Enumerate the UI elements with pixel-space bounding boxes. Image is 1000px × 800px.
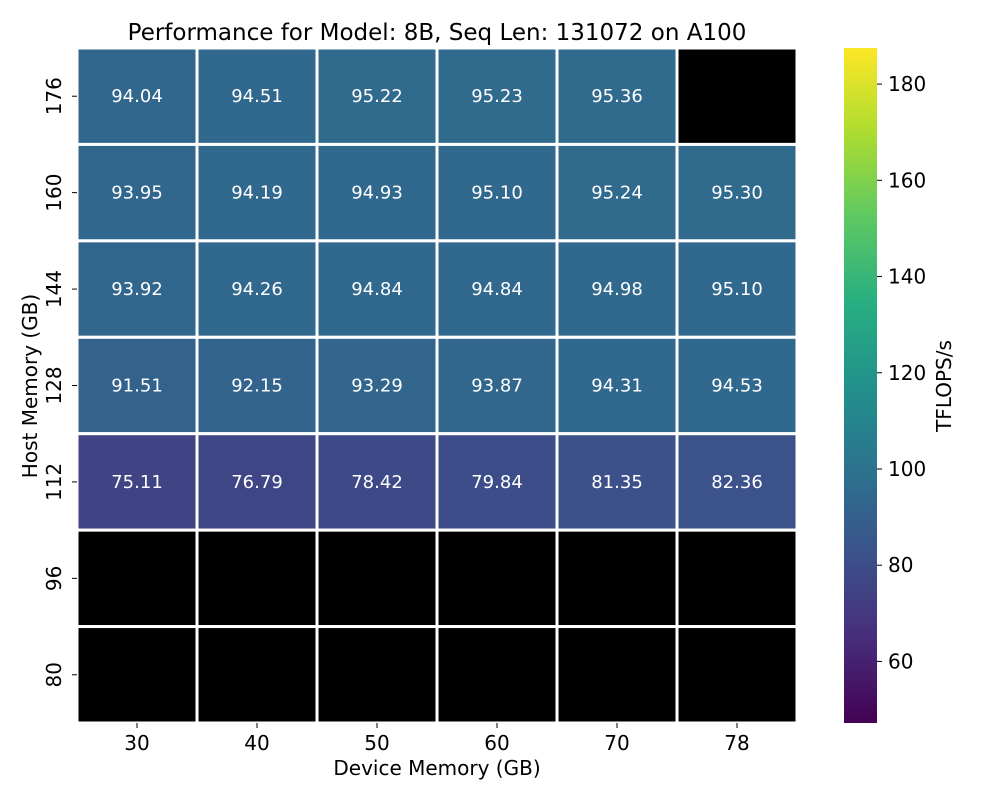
colorbar-tick-label: 80 — [888, 553, 913, 577]
cell-value-label: 95.10 — [471, 183, 523, 204]
x-axis-label: Device Memory (GB) — [333, 756, 540, 780]
x-tick-label: 30 — [124, 731, 149, 755]
heatmap-cell — [555, 625, 679, 725]
cell-value-label: 93.95 — [111, 183, 163, 204]
colorbar-tick-label: 100 — [888, 457, 926, 481]
cell-value-label: 91.51 — [111, 376, 163, 397]
cell-value-label: 81.35 — [591, 472, 643, 493]
colorbar — [844, 48, 877, 723]
cell-value-label: 95.23 — [471, 86, 523, 107]
heatmap-cell — [555, 142, 679, 243]
heatmap-cell — [675, 142, 799, 243]
cell-value-label: 94.26 — [231, 279, 283, 300]
heatmap-cell — [555, 239, 679, 339]
colorbar-tick-label: 160 — [888, 168, 926, 192]
cell-value-label: 93.29 — [351, 376, 403, 397]
y-tick-label: 128 — [42, 366, 66, 404]
heatmap-cell — [555, 528, 679, 629]
heatmap-cell — [195, 528, 319, 629]
heatmap-cell — [315, 528, 439, 629]
colorbar-tick-label: 60 — [888, 649, 913, 673]
y-tick-label: 80 — [42, 662, 66, 687]
cell-value-label: 93.87 — [471, 376, 523, 397]
heatmap-cell — [435, 432, 559, 532]
cell-value-label: 95.36 — [591, 86, 643, 107]
y-tick-label: 176 — [42, 77, 66, 115]
heatmap-cell — [315, 142, 439, 243]
cell-value-label: 76.79 — [231, 472, 283, 493]
cell-value-label: 94.93 — [351, 183, 403, 204]
cell-value-label: 94.31 — [591, 376, 643, 397]
colorbar-tick-label: 140 — [888, 265, 926, 289]
heatmap-cell — [675, 335, 799, 436]
cell-value-label: 94.53 — [711, 376, 763, 397]
cell-value-label: 94.04 — [111, 86, 163, 107]
heatmap-cell — [195, 46, 319, 146]
cell-value-label: 95.10 — [711, 279, 763, 300]
cell-value-label: 79.84 — [471, 472, 523, 493]
colorbar-tick-label: 180 — [888, 72, 926, 96]
cell-value-label: 95.24 — [591, 183, 643, 204]
y-axis-ticks: 176 160 144 128 112 96 80 — [42, 77, 77, 688]
heatmap-cells — [75, 46, 799, 725]
heatmap-cell — [675, 625, 799, 725]
heatmap-cell — [435, 625, 559, 725]
heatmap-cell — [315, 625, 439, 725]
heatmap-cell — [195, 335, 319, 436]
cell-value-label: 94.98 — [591, 279, 643, 300]
cell-value-label: 94.51 — [231, 86, 283, 107]
x-tick-label: 40 — [244, 731, 269, 755]
cell-value-labels: 94.04 94.51 95.22 95.23 95.36 93.95 94.19 94.93… — [111, 86, 763, 493]
x-tick-label: 78 — [724, 731, 749, 755]
colorbar-label: TFLOPS/s — [932, 340, 956, 433]
cell-value-label: 92.15 — [231, 376, 283, 397]
x-axis-ticks: 30 40 50 60 70 78 — [124, 723, 750, 755]
cell-value-label: 94.19 — [231, 183, 283, 204]
heatmap-cell — [315, 239, 439, 339]
x-tick-label: 60 — [484, 731, 509, 755]
heatmap-cell — [195, 625, 319, 725]
cell-value-label: 94.84 — [471, 279, 523, 300]
heatmap-cell — [75, 528, 199, 629]
heatmap-cell — [75, 625, 199, 725]
heatmap-cell — [555, 335, 679, 436]
cell-value-label: 75.11 — [111, 472, 163, 493]
y-tick-label: 160 — [42, 174, 66, 212]
heatmap-cell — [435, 335, 559, 436]
heatmap-cell — [675, 432, 799, 532]
cell-value-label: 78.42 — [351, 472, 403, 493]
colorbar-ticks: 60 80 100 120 140 160 180 — [877, 72, 926, 673]
heatmap-cell — [315, 335, 439, 436]
x-tick-label: 70 — [604, 731, 629, 755]
heatmap-cell — [675, 239, 799, 339]
heatmap-cell — [75, 239, 199, 339]
heatmap-cell — [675, 528, 799, 629]
cell-value-label: 95.22 — [351, 86, 403, 107]
colorbar-tick-label: 120 — [888, 361, 926, 385]
heatmap-cell — [435, 528, 559, 629]
y-tick-label: 96 — [42, 566, 66, 591]
cell-value-label: 95.30 — [711, 183, 763, 204]
heatmap-cell — [675, 46, 799, 146]
cell-value-label: 93.92 — [111, 279, 163, 300]
y-tick-label: 144 — [42, 270, 66, 308]
chart-title: Performance for Model: 8B, Seq Len: 1310… — [128, 20, 747, 46]
y-axis-label: Host Memory (GB) — [18, 294, 42, 478]
cell-value-label: 94.84 — [351, 279, 403, 300]
x-tick-label: 50 — [364, 731, 389, 755]
heatmap-cell — [555, 432, 679, 532]
y-tick-label: 112 — [42, 463, 66, 501]
cell-value-label: 82.36 — [711, 472, 763, 493]
